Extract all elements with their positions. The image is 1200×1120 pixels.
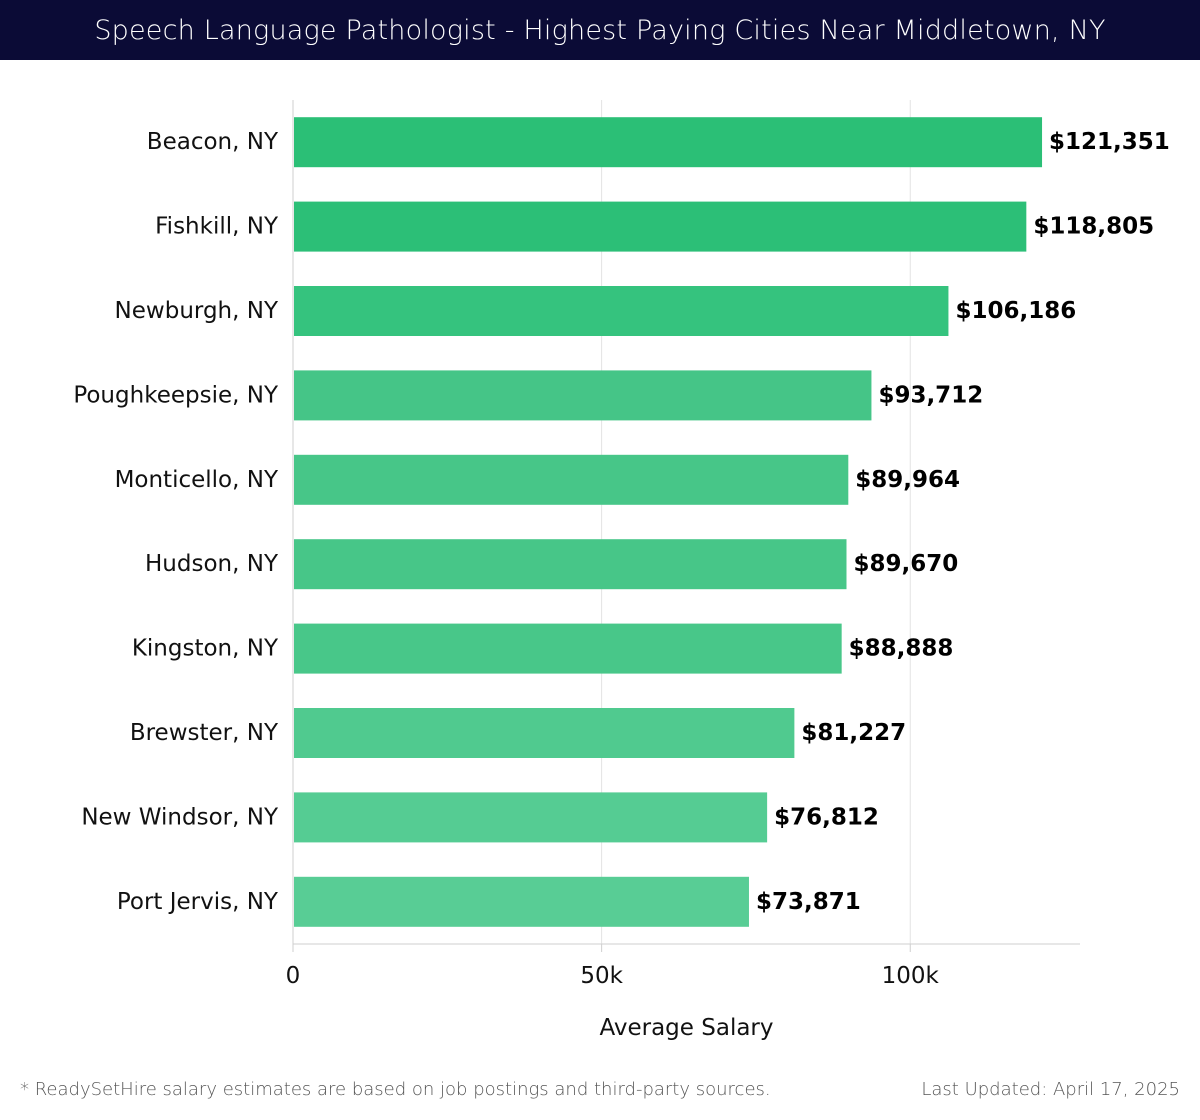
tick-label: 50k [580, 963, 623, 989]
category-label: Monticello, NY [115, 467, 279, 493]
value-label: $81,227 [801, 720, 906, 746]
value-label: $118,805 [1033, 214, 1154, 240]
bar [294, 708, 795, 758]
category-label: Kingston, NY [132, 636, 279, 662]
value-label: $88,888 [849, 636, 954, 662]
chart-header: Speech Language Pathologist - Highest Pa… [0, 0, 1200, 60]
bar-chart: Beacon, NY $121,351 Fishkill, NY $118,805 Ne… [73, 100, 1170, 1041]
tick-label: 0 [286, 963, 301, 989]
tick-label: 100k [882, 963, 940, 989]
category-label: Hudson, NY [145, 551, 279, 577]
value-label: $89,670 [853, 551, 958, 577]
value-label: $73,871 [756, 889, 861, 915]
value-label: $93,712 [878, 382, 983, 408]
labels-layer: Beacon, NY $121,351 Fishkill, NY $118,805 Ne… [73, 129, 1169, 915]
x-axis: 0 50k 100k [286, 100, 1080, 989]
last-updated: Last Updated: April 17, 2025 [921, 1079, 1180, 1100]
bars-layer [294, 117, 1043, 927]
bar [294, 876, 749, 927]
bar [294, 539, 847, 590]
chart-title: Speech Language Pathologist - Highest Pa… [94, 14, 1106, 46]
value-label: $76,812 [774, 804, 879, 830]
bar [294, 117, 1043, 168]
bar [294, 370, 872, 421]
category-label: Fishkill, NY [155, 214, 279, 240]
footer-note: * ReadySetHire salary estimates are base… [20, 1079, 771, 1100]
bar [294, 201, 1027, 252]
bar [294, 454, 849, 505]
x-axis-title: Average Salary [599, 1015, 773, 1041]
bar [294, 623, 842, 674]
category-label: Poughkeepsie, NY [73, 382, 279, 408]
category-label: Newburgh, NY [115, 298, 279, 324]
bar [294, 286, 949, 336]
value-label: $121,351 [1049, 129, 1170, 155]
category-label: New Windsor, NY [81, 804, 279, 830]
value-label: $89,964 [855, 467, 960, 493]
bar [294, 792, 768, 843]
category-label: Port Jervis, NY [117, 889, 279, 915]
category-label: Brewster, NY [130, 720, 279, 746]
value-label: $106,186 [955, 298, 1076, 324]
category-label: Beacon, NY [147, 129, 279, 155]
